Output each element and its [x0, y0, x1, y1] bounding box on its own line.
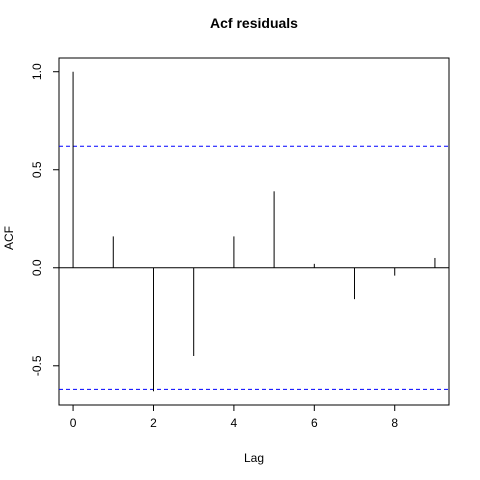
chart-title: Acf residuals: [210, 15, 298, 31]
x-tick-label: 2: [150, 416, 157, 430]
y-tick-label: -0.5: [30, 355, 44, 376]
x-tick-label: 4: [231, 416, 238, 430]
plot-frame: [58, 57, 450, 406]
x-axis: 0 2 4 6 8: [70, 405, 398, 430]
y-tick-label: 0.0: [30, 259, 44, 276]
x-tick-label: 6: [311, 416, 318, 430]
x-tick-label: 8: [391, 416, 398, 430]
y-tick-label: 0.5: [30, 161, 44, 178]
y-tick-label: 1.0: [30, 63, 44, 80]
y-axis-label: ACF: [2, 226, 16, 250]
x-axis-label: Lag: [244, 451, 264, 465]
y-axis: -0.5 0.0 0.5 1.0: [30, 63, 59, 376]
x-tick-label: 0: [70, 416, 77, 430]
plot-layer: 0 2 4 6 8 -0.5 0.0 0.5 1.0: [30, 63, 449, 430]
